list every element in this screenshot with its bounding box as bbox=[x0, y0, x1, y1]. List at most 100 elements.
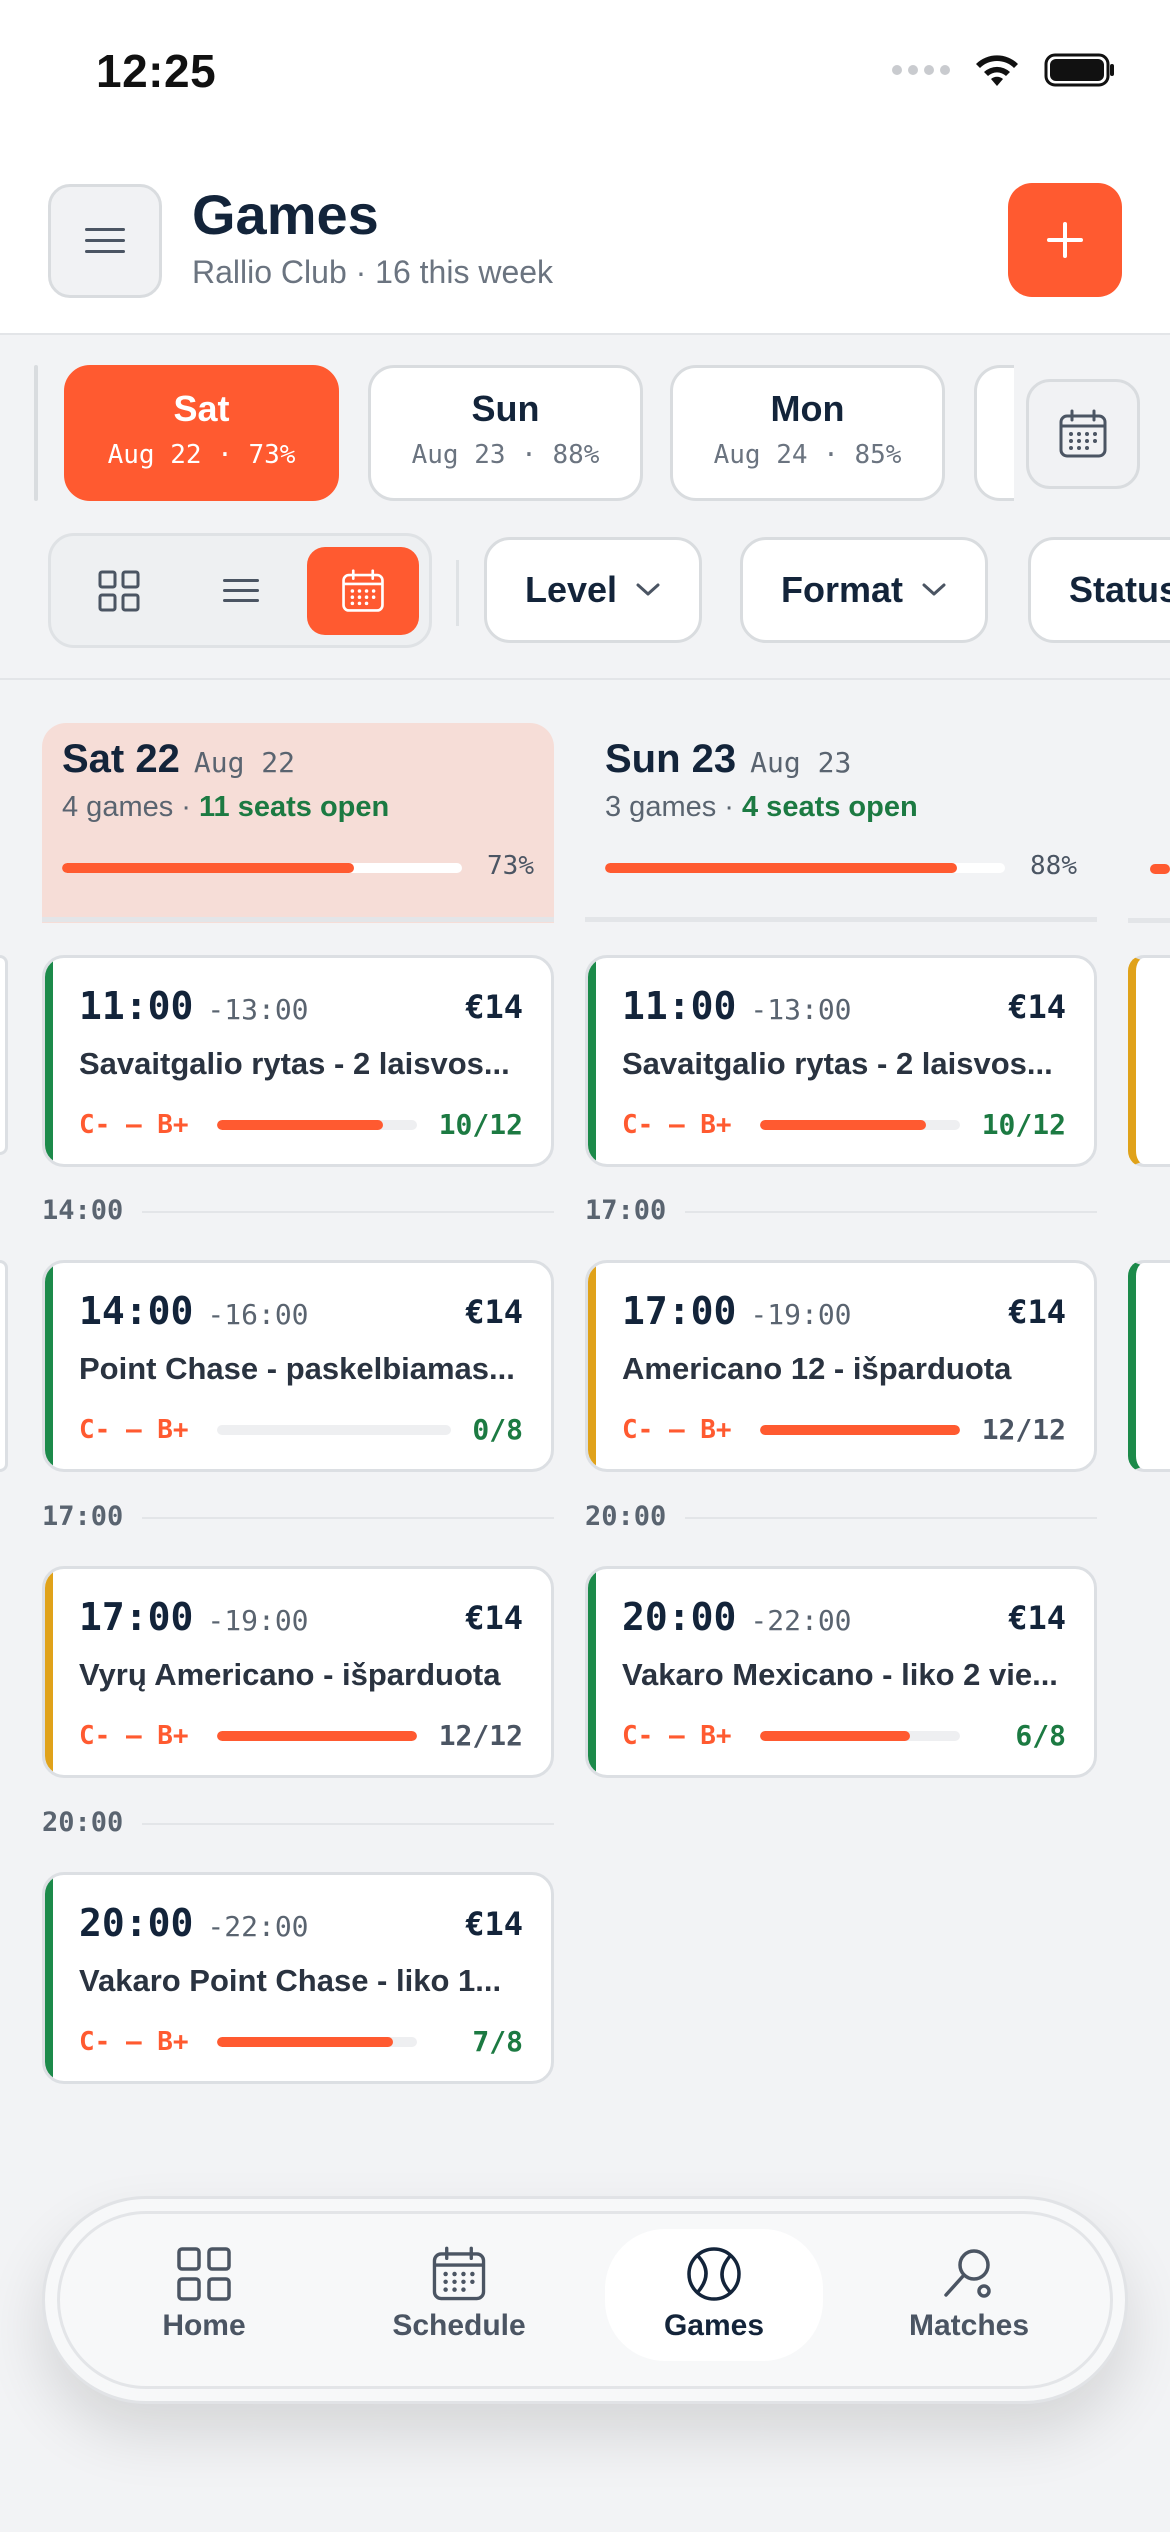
card-name: Savaitgalio rytas - 2 laisvos... bbox=[622, 1046, 1053, 1081]
card-time: 17:00 -19:00 bbox=[79, 1595, 309, 1639]
time-separator: 20:00 bbox=[585, 1499, 1097, 1539]
card-accent bbox=[45, 1263, 53, 1469]
card-start: 11:00 bbox=[622, 984, 737, 1028]
prev-column-card-edge bbox=[0, 955, 8, 1155]
card-fill bbox=[760, 1731, 910, 1741]
day-name: Sun 23 bbox=[605, 737, 737, 781]
nav-item-schedule[interactable]: Schedule bbox=[350, 2229, 568, 2361]
card-name: Point Chase - paskelbiamas... bbox=[79, 1351, 515, 1386]
card-start: 20:00 bbox=[622, 1595, 737, 1639]
nav-item-home[interactable]: Home bbox=[95, 2229, 313, 2361]
card-price: €14 bbox=[465, 1293, 523, 1331]
card-end: -13:00 bbox=[207, 993, 309, 1026]
game-card[interactable]: 11:00 -13:00 €14 Savaitgalio rytas - 2 la… bbox=[585, 955, 1097, 1167]
card-fill bbox=[760, 1120, 926, 1130]
hamburger-icon bbox=[85, 228, 125, 253]
card-time: 11:00 -13:00 bbox=[622, 984, 852, 1028]
card-fill bbox=[217, 1120, 383, 1130]
day-title: Sat 22 Aug 22 bbox=[62, 737, 295, 782]
nav-label: Matches bbox=[908, 2309, 1030, 2342]
next-column-card-edge bbox=[1128, 955, 1170, 1167]
format-filter[interactable]: Format bbox=[740, 537, 989, 643]
card-end: -22:00 bbox=[750, 1604, 852, 1637]
game-card[interactable]: 20:00 -22:00 €14 Vakaro Mexicano - liko 2… bbox=[585, 1566, 1097, 1778]
card-accent bbox=[588, 1569, 596, 1775]
card-accent bbox=[45, 958, 53, 1164]
status-filter[interactable]: Status bbox=[1028, 537, 1170, 643]
game-card[interactable]: 11:00 -13:00 €14 Savaitgalio rytas - 2 la… bbox=[42, 955, 554, 1167]
card-count: 0/8 bbox=[472, 1413, 523, 1446]
card-price: €14 bbox=[1008, 988, 1066, 1026]
day-percent: 73% bbox=[487, 851, 534, 881]
wifi-icon bbox=[976, 55, 1018, 86]
time-separator: 17:00 bbox=[585, 1193, 1097, 1233]
nav-item-matches[interactable]: Matches bbox=[860, 2229, 1078, 2361]
day-header: Sun 23 Aug 23 3 games · 4 seats open 88% bbox=[585, 723, 1097, 923]
game-card[interactable]: 20:00 -22:00 €14 Vakaro Point Chase - lik… bbox=[42, 1872, 554, 2084]
day-fill-bar bbox=[62, 863, 462, 873]
calendar-view-button[interactable] bbox=[307, 547, 419, 635]
add-game-button[interactable] bbox=[1008, 183, 1122, 297]
card-price: €14 bbox=[465, 988, 523, 1026]
card-level: C- – B+ bbox=[79, 1721, 189, 1751]
card-start: 11:00 bbox=[79, 984, 194, 1028]
nav-item-games[interactable]: Games bbox=[605, 2229, 823, 2361]
date-strip: Sat Aug 22 · 73% Sun Aug 23 · 88% Mon Au… bbox=[0, 335, 1170, 515]
time-separator-label: 14:00 bbox=[42, 1195, 124, 1226]
card-level: C- – B+ bbox=[79, 1415, 189, 1445]
menu-button[interactable] bbox=[48, 184, 162, 298]
card-time: 20:00 -22:00 bbox=[79, 1901, 309, 1945]
day-fill-bar bbox=[605, 863, 1005, 873]
list-view-button[interactable] bbox=[185, 547, 297, 635]
game-card[interactable]: 17:00 -19:00 €14 Vyrų Americano - išpardu… bbox=[42, 1566, 554, 1778]
game-card[interactable]: 17:00 -19:00 €14 Americano 12 - išparduot… bbox=[585, 1260, 1097, 1472]
time-separator: 14:00 bbox=[42, 1193, 554, 1233]
card-price: €14 bbox=[1008, 1599, 1066, 1637]
card-level: C- – B+ bbox=[622, 1110, 732, 1140]
filter-toolbar: Level Format Status bbox=[0, 515, 1170, 680]
card-time: 14:00 -16:00 bbox=[79, 1289, 309, 1333]
card-fill bbox=[217, 1731, 417, 1741]
date-chip-mon[interactable]: Mon Aug 24 · 85% bbox=[670, 365, 945, 501]
day-open-seats: 4 seats open bbox=[742, 791, 918, 823]
grid-icon bbox=[177, 2247, 231, 2301]
signal-icon bbox=[892, 65, 950, 75]
day-fill bbox=[62, 863, 354, 873]
grid-view-button[interactable] bbox=[63, 547, 175, 635]
date-chip-sub: Aug 23 · 88% bbox=[411, 440, 600, 470]
format-filter-label: Format bbox=[781, 569, 904, 610]
card-start: 17:00 bbox=[622, 1289, 737, 1333]
day-fill bbox=[605, 863, 957, 873]
time-separator-label: 20:00 bbox=[42, 1807, 124, 1838]
card-time: 11:00 -13:00 bbox=[79, 984, 309, 1028]
game-card[interactable]: 14:00 -16:00 €14 Point Chase - paskelbiam… bbox=[42, 1260, 554, 1472]
day-meta: 4 games · 11 seats open bbox=[62, 791, 389, 824]
card-accent bbox=[45, 1569, 53, 1775]
calendar-icon bbox=[432, 2246, 486, 2301]
prev-column-card-edge bbox=[0, 1260, 8, 1472]
calendar-picker-button[interactable] bbox=[1026, 379, 1140, 489]
next-column-card-edge bbox=[1128, 1260, 1170, 1472]
calendar-icon bbox=[1059, 409, 1107, 458]
date-chip-next[interactable] bbox=[974, 365, 1014, 501]
date-chip-sub: Aug 24 · 85% bbox=[713, 440, 902, 470]
card-level: C- – B+ bbox=[622, 1721, 732, 1751]
card-count: 10/12 bbox=[438, 1108, 523, 1141]
app-header: Games Rallio Club · 16 this week bbox=[0, 150, 1170, 335]
date-chip-sat[interactable]: Sat Aug 22 · 73% bbox=[64, 365, 339, 501]
bottom-nav-inner bbox=[57, 2211, 1113, 2389]
day-games: 4 games · bbox=[62, 791, 199, 823]
next-column-bar bbox=[1150, 864, 1170, 874]
card-count: 7/8 bbox=[472, 2025, 523, 2058]
bottom-nav: Home Schedule Games Matches bbox=[42, 2196, 1128, 2404]
date-chip-sun[interactable]: Sun Aug 23 · 88% bbox=[368, 365, 643, 501]
card-fill bbox=[217, 2037, 393, 2047]
day-name: Sat 22 bbox=[62, 737, 180, 781]
page-title: Games bbox=[192, 183, 379, 246]
card-accent bbox=[588, 958, 596, 1164]
card-price: €14 bbox=[465, 1905, 523, 1943]
nav-label: Games bbox=[663, 2309, 765, 2342]
level-filter[interactable]: Level bbox=[484, 537, 703, 643]
list-icon bbox=[223, 579, 259, 602]
nav-label: Home bbox=[162, 2309, 246, 2342]
